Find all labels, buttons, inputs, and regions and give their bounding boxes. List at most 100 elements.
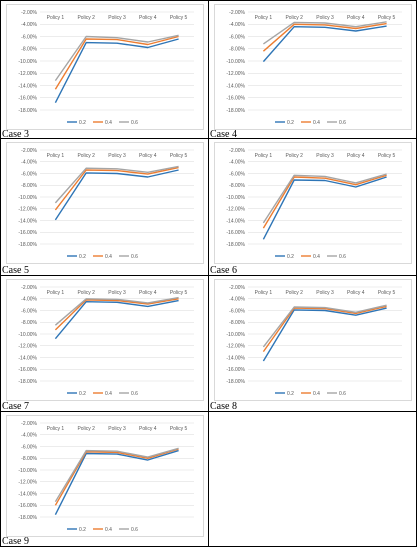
- x-tick-label: Policy 4: [139, 290, 157, 296]
- x-tick-label: Policy 2: [77, 290, 95, 296]
- series-line-0.6: [262, 304, 387, 348]
- legend-label: 0.6: [131, 254, 138, 260]
- y-tick-label: -4.00%: [21, 297, 37, 303]
- y-tick-label: -16.00%: [18, 96, 37, 102]
- chart-frame: [6, 415, 204, 537]
- legend-label: 0.2: [79, 254, 86, 260]
- legend-label: 0.6: [131, 527, 138, 533]
- legend-label: 0.6: [131, 120, 138, 126]
- y-tick-label: -16.00%: [18, 367, 37, 373]
- y-tick-label: -4.00%: [21, 160, 37, 166]
- x-tick-label: Policy 4: [139, 15, 157, 21]
- x-tick-label: Policy 5: [378, 153, 396, 159]
- y-tick-label: -8.00%: [229, 320, 245, 326]
- x-tick-label: Policy 4: [347, 15, 365, 21]
- y-tick-label: -2.00%: [21, 421, 37, 427]
- y-tick-label: -2.00%: [21, 148, 37, 154]
- series-line-0.4: [262, 22, 387, 52]
- y-tick-label: -6.00%: [21, 34, 37, 40]
- legend-label: 0.2: [79, 391, 86, 397]
- x-tick-label: Policy 2: [285, 290, 303, 296]
- x-tick-label: Policy 5: [170, 15, 188, 21]
- legend-label: 0.6: [339, 120, 346, 126]
- series-line-0.4: [54, 166, 179, 211]
- y-tick-label: -10.00%: [18, 468, 37, 474]
- x-tick-label: Policy 5: [378, 15, 396, 21]
- x-tick-label: Policy 2: [77, 153, 95, 159]
- y-tick-label: -10.00%: [226, 59, 245, 65]
- y-tick-label: -16.00%: [226, 230, 245, 236]
- grid-rule: [0, 0, 1, 547]
- x-tick-label: Policy 2: [285, 15, 303, 21]
- chart-frame: [214, 142, 412, 264]
- legend-label: 0.4: [313, 391, 320, 397]
- series-line-0.2: [54, 449, 179, 516]
- y-tick-label: -6.00%: [21, 444, 37, 450]
- legend-label: 0.4: [313, 120, 320, 126]
- legend-label: 0.4: [105, 527, 112, 533]
- series-line-0.6: [262, 21, 387, 45]
- x-tick-label: Policy 1: [255, 153, 273, 159]
- legend-label: 0.2: [287, 120, 294, 126]
- y-tick-label: -18.00%: [18, 242, 37, 248]
- y-tick-label: -4.00%: [229, 22, 245, 28]
- y-tick-label: -8.00%: [21, 456, 37, 462]
- y-tick-label: -2.00%: [229, 10, 245, 16]
- case-label: Case 3: [2, 129, 29, 140]
- y-tick-label: -12.00%: [18, 207, 37, 213]
- y-tick-label: -14.00%: [18, 83, 37, 89]
- series-line-0.4: [54, 448, 179, 506]
- y-tick-label: -2.00%: [229, 285, 245, 291]
- y-tick-label: -8.00%: [21, 320, 37, 326]
- legend-label: 0.2: [287, 391, 294, 397]
- series-line-0.6: [54, 165, 179, 204]
- x-tick-label: Policy 1: [255, 15, 273, 21]
- line-chart: -2.00% -4.00% -6.00% -8.00% -10.00% -12.00% -1…: [6, 415, 204, 537]
- x-tick-label: Policy 4: [139, 426, 157, 432]
- line-chart: -2.00% -4.00% -6.00% -8.00% -10.00% -12.00% -1…: [6, 279, 204, 401]
- series-line-0.6: [54, 447, 179, 503]
- y-tick-label: -10.00%: [226, 332, 245, 338]
- x-tick-label: Policy 2: [285, 153, 303, 159]
- x-tick-label: Policy 1: [47, 15, 65, 21]
- y-tick-label: -12.00%: [226, 71, 245, 77]
- series-line-0.4: [262, 174, 387, 229]
- series-line-0.4: [262, 305, 387, 353]
- legend-label: 0.2: [79, 527, 86, 533]
- y-tick-label: -8.00%: [229, 47, 245, 53]
- chart-panel-case-5: -2.00% -4.00% -6.00% -8.00% -10.00% -12.00% -1…: [6, 142, 204, 264]
- chart-frame: [6, 142, 204, 264]
- series-line-0.6: [54, 34, 179, 82]
- line-chart: -2.00% -4.00% -6.00% -8.00% -10.00% -12.00% -1…: [214, 279, 412, 401]
- series-line-0.4: [54, 35, 179, 90]
- y-tick-label: -10.00%: [18, 59, 37, 65]
- y-tick-label: -18.00%: [18, 108, 37, 114]
- y-tick-label: -12.00%: [18, 344, 37, 350]
- chart-panel-case-3: -2.00% -4.00% -6.00% -8.00% -10.00% -12.00% -1…: [6, 4, 204, 130]
- series-line-0.2: [262, 307, 387, 362]
- case-label: Case 5: [2, 265, 29, 276]
- line-chart: -2.00% -4.00% -6.00% -8.00% -10.00% -12.00% -1…: [6, 142, 204, 264]
- case-label: Case 8: [210, 401, 237, 412]
- series-line-0.2: [54, 38, 179, 104]
- x-tick-label: Policy 1: [47, 153, 65, 159]
- chart-panel-case-7: -2.00% -4.00% -6.00% -8.00% -10.00% -12.00% -1…: [6, 279, 204, 401]
- chart-frame: [6, 4, 204, 130]
- legend-label: 0.4: [313, 254, 320, 260]
- y-tick-label: -4.00%: [229, 160, 245, 166]
- y-tick-label: -18.00%: [226, 108, 245, 114]
- chart-panel-case-8: -2.00% -4.00% -6.00% -8.00% -10.00% -12.00% -1…: [214, 279, 412, 401]
- y-tick-label: -6.00%: [21, 171, 37, 177]
- y-tick-label: -10.00%: [18, 332, 37, 338]
- series-line-0.6: [54, 296, 179, 326]
- y-tick-label: -14.00%: [18, 218, 37, 224]
- x-tick-label: Policy 5: [170, 153, 188, 159]
- y-tick-label: -2.00%: [21, 10, 37, 16]
- y-tick-label: -18.00%: [18, 515, 37, 521]
- y-tick-label: -6.00%: [21, 308, 37, 314]
- line-chart: -2.00% -4.00% -6.00% -8.00% -10.00% -12.00% -1…: [6, 4, 204, 130]
- legend-label: 0.2: [79, 120, 86, 126]
- y-tick-label: -14.00%: [18, 355, 37, 361]
- x-tick-label: Policy 3: [316, 15, 334, 21]
